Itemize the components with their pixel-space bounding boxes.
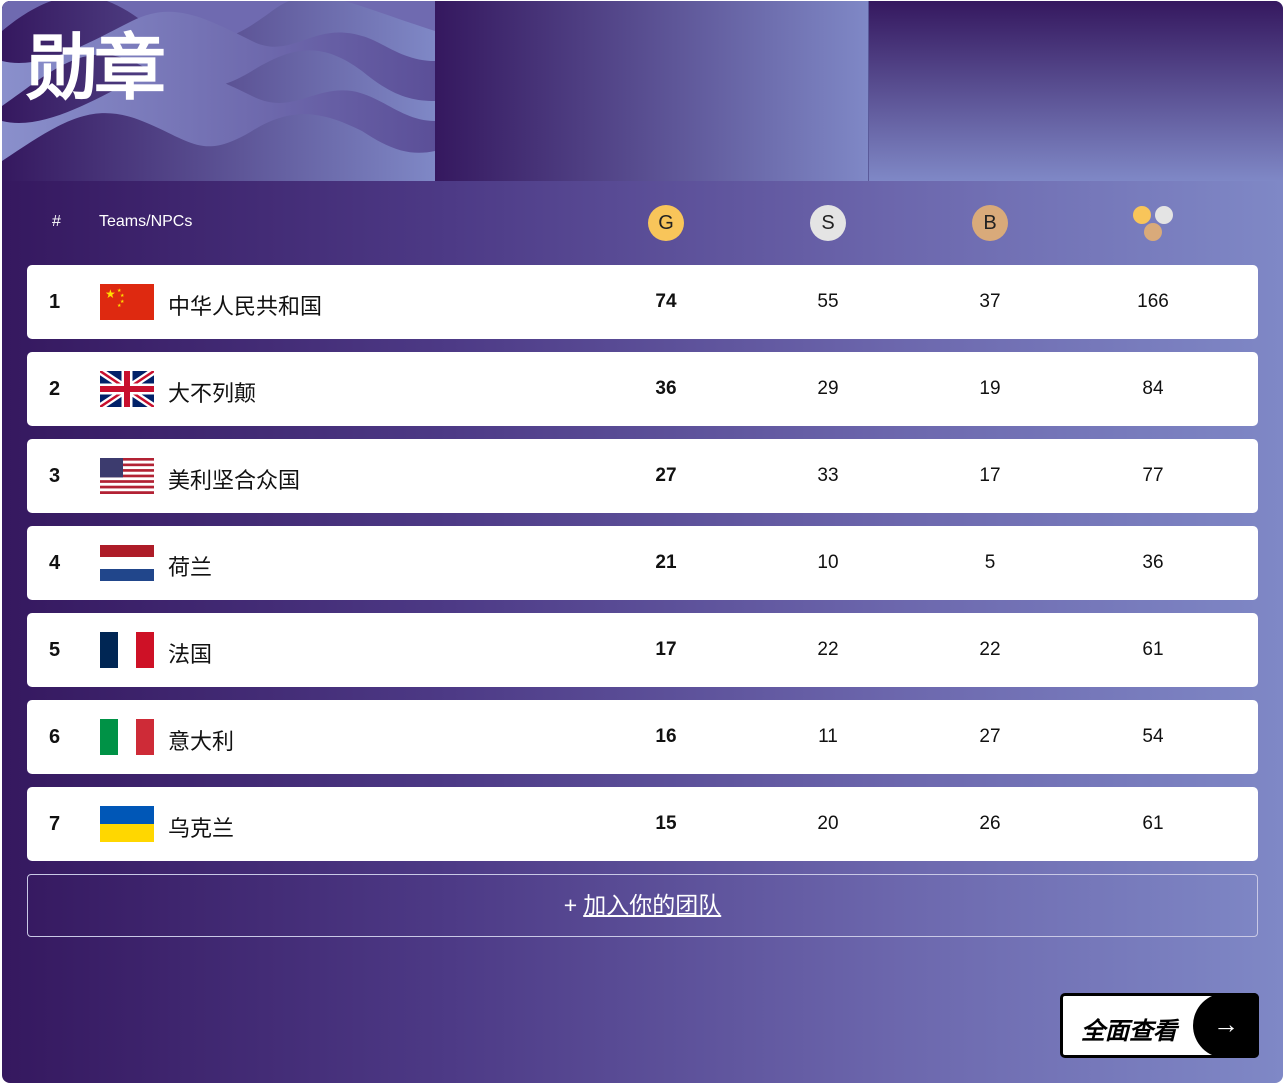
- team-name[interactable]: 法国: [168, 642, 213, 667]
- svg-text:★: ★: [117, 288, 122, 294]
- bronze-count: 22: [979, 639, 1001, 660]
- china-flag-icon: ★ ★ ★ ★ ★: [100, 284, 154, 320]
- table-row[interactable]: 5 法国 17 22 22 61: [27, 613, 1258, 687]
- team-header: Teams/NPCs: [99, 213, 193, 230]
- silver-count: 11: [818, 726, 838, 747]
- rank: 6: [49, 726, 61, 748]
- team-name[interactable]: 荷兰: [168, 555, 213, 580]
- add-team-label: 加入你的团队: [583, 892, 722, 918]
- team-name[interactable]: 美利坚合众国: [168, 468, 301, 493]
- svg-text:★: ★: [120, 299, 125, 305]
- rank-header: #: [52, 213, 61, 230]
- silver-count: 55: [817, 291, 839, 312]
- plus-icon: +: [563, 892, 578, 918]
- team-name[interactable]: 乌克兰: [168, 816, 235, 841]
- netherlands-flag-icon: [100, 545, 154, 581]
- total-count: 36: [1142, 552, 1164, 573]
- view-all-button[interactable]: 全面查看 →: [1060, 993, 1259, 1058]
- add-team-button[interactable]: + 加入你的团队: [27, 874, 1258, 937]
- total-count: 54: [1142, 726, 1164, 747]
- rank: 1: [49, 291, 61, 313]
- gold-count: 16: [655, 726, 677, 747]
- bronze-medal-icon: B: [972, 205, 1008, 241]
- uk-flag-icon: [100, 371, 154, 407]
- gold-medal-icon: G: [648, 205, 684, 241]
- wave-panel: [2, 1, 435, 181]
- gold-count: 27: [655, 465, 677, 486]
- silver-medal-icon: S: [810, 205, 846, 241]
- silver-count: 10: [817, 552, 839, 573]
- rank: 3: [49, 465, 61, 487]
- table-row[interactable]: 6 意大利 16 11 27 54: [27, 700, 1258, 774]
- rank: 4: [49, 552, 61, 574]
- bronze-count: 19: [979, 378, 1001, 399]
- bronze-count: 27: [979, 726, 1001, 747]
- table-row[interactable]: 1 ★ ★ ★ ★ ★ 中华人民共和国 74 55 37 166: [27, 265, 1258, 339]
- total-medals-icon: [1133, 206, 1173, 241]
- table-row[interactable]: 4 荷兰 21 10 5 36: [27, 526, 1258, 600]
- svg-text:★: ★: [105, 287, 116, 301]
- gold-count: 17: [655, 639, 677, 660]
- svg-text:★: ★: [120, 293, 125, 299]
- gold-count: 36: [655, 378, 677, 399]
- usa-flag-icon: [100, 458, 154, 494]
- italy-flag-icon: [100, 719, 154, 755]
- total-count: 77: [1142, 465, 1164, 486]
- bronze-count: 26: [979, 813, 1001, 834]
- bronze-count: 17: [979, 465, 1001, 486]
- team-name[interactable]: 意大利: [168, 729, 235, 754]
- rank: 7: [49, 813, 61, 835]
- hero-banner: 勋章: [2, 1, 1283, 181]
- rank: 5: [49, 639, 61, 661]
- page-title: 勋章: [26, 26, 166, 110]
- silver-count: 22: [817, 639, 839, 660]
- rank: 2: [49, 378, 61, 400]
- silver-count: 20: [817, 813, 839, 834]
- arrow-right-icon: →: [1193, 993, 1259, 1058]
- wave-pattern: [2, 1, 435, 161]
- gradient-panel: [868, 1, 1283, 181]
- table-row[interactable]: 2 大不列颠 36 29 19 84: [27, 352, 1258, 426]
- table-header: # Teams/NPCs G S B: [2, 201, 1283, 245]
- total-count: 84: [1142, 378, 1164, 399]
- total-count: 61: [1142, 813, 1164, 834]
- table-row[interactable]: 3 美利坚合众国 27 33 17 77: [27, 439, 1258, 513]
- team-name[interactable]: 大不列颠: [168, 381, 257, 406]
- view-all-label: 全面查看: [1081, 1018, 1177, 1045]
- silver-count: 29: [817, 378, 839, 399]
- gold-count: 15: [655, 813, 677, 834]
- bronze-count: 5: [984, 552, 996, 573]
- ukraine-flag-icon: [100, 806, 154, 842]
- france-flag-icon: [100, 632, 154, 668]
- silver-count: 33: [817, 465, 839, 486]
- team-name[interactable]: 中华人民共和国: [168, 294, 323, 319]
- gold-count: 21: [655, 552, 677, 573]
- bronze-count: 37: [979, 291, 1001, 312]
- gold-count: 74: [655, 291, 677, 312]
- svg-text:★: ★: [117, 303, 122, 309]
- gradient-panel: [435, 1, 868, 181]
- total-count: 166: [1137, 291, 1169, 312]
- table-row[interactable]: 7 乌克兰 15 20 26 61: [27, 787, 1258, 861]
- total-count: 61: [1142, 639, 1164, 660]
